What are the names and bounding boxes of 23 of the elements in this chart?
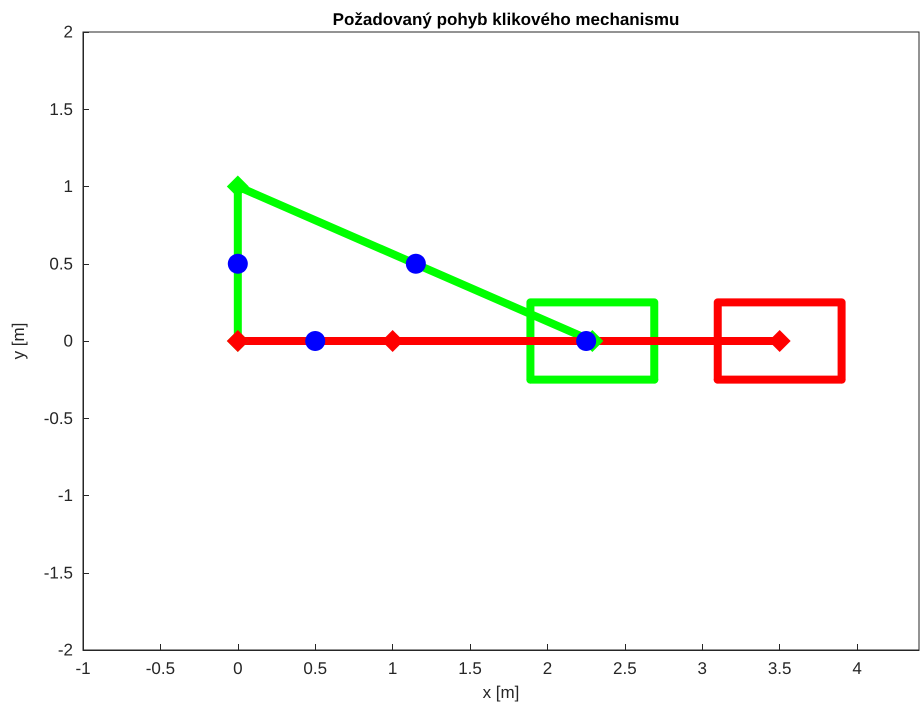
y-tick-label: 0.5 bbox=[49, 254, 73, 274]
y-tick-label: -1 bbox=[58, 486, 73, 505]
x-tick-label: 0 bbox=[233, 659, 243, 678]
x-tick-label: 4 bbox=[852, 659, 862, 678]
y-tick-label: 1 bbox=[64, 177, 73, 196]
y-tick-label: -2 bbox=[58, 640, 73, 660]
x-tick-label: 2.5 bbox=[613, 659, 637, 678]
y-tick-label: 2 bbox=[64, 22, 73, 42]
x-tick-label: 0.5 bbox=[303, 659, 328, 678]
y-tick-label: -1.5 bbox=[44, 563, 73, 582]
x-axis-title: x [m] bbox=[482, 683, 520, 702]
x-tick-label: -1 bbox=[75, 659, 91, 678]
y-tick-label: 1.5 bbox=[49, 100, 73, 119]
y-tick-label: 0 bbox=[64, 332, 73, 350]
x-tick-label: 2 bbox=[542, 659, 552, 678]
x-tick-label: 3 bbox=[698, 659, 707, 678]
y-axis-title: y [m] bbox=[9, 322, 28, 360]
chart-title: Požadovaný pohyb klikového mechanismu bbox=[332, 10, 680, 29]
x-tick-label: 1 bbox=[388, 659, 398, 678]
x-tick-label: -0.5 bbox=[146, 659, 176, 678]
y-tick-label: -0.5 bbox=[44, 408, 73, 428]
x-tick-label: 3.5 bbox=[768, 659, 792, 678]
x-tick-label: 1.5 bbox=[458, 659, 482, 678]
